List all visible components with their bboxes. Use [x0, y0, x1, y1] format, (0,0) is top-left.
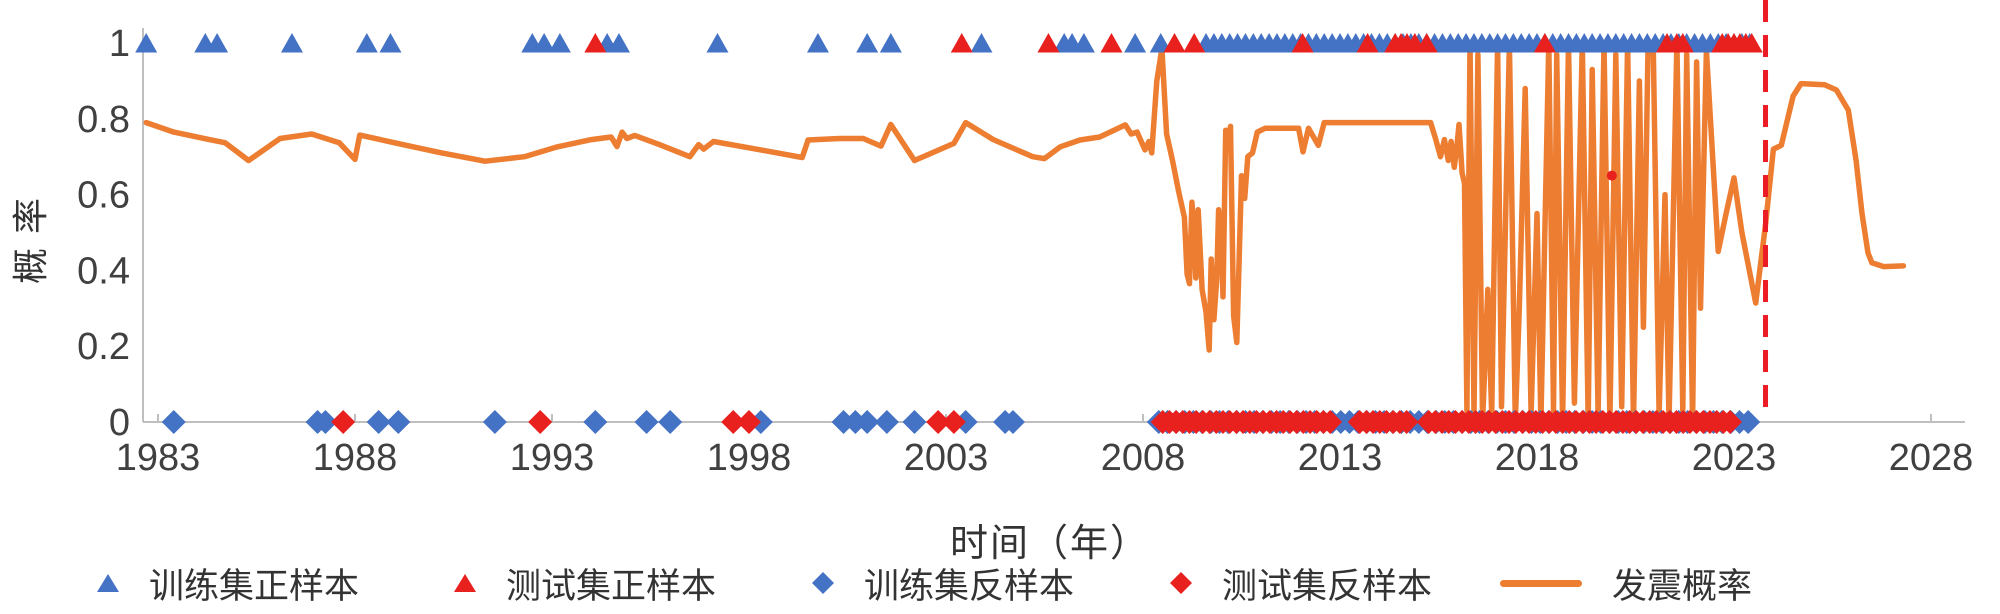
triangle-marker [607, 33, 630, 53]
triangle-marker [206, 33, 229, 53]
series-diamonds-3 [331, 410, 1743, 434]
diamond-marker [583, 410, 608, 434]
x-tick-label: 2018 [1495, 437, 1580, 479]
triangle-marker [879, 33, 902, 53]
diamond-marker [1318, 410, 1343, 434]
triangle-marker [1740, 33, 1763, 53]
triangle-marker [1183, 33, 1206, 53]
legend-item-1: 训练集正样本 [95, 560, 359, 606]
y-axis-title: 概率 [10, 184, 51, 285]
red-dot-marker [1606, 170, 1617, 181]
diamond-marker [1736, 410, 1761, 434]
triangle-marker [135, 33, 158, 53]
triangle-marker [1037, 33, 1060, 53]
series-triangles-0 [135, 33, 1761, 53]
triangle-marker [1291, 33, 1314, 53]
diamond-marker [366, 410, 391, 434]
diamond-marker [386, 410, 411, 434]
x-tick-label: 2008 [1101, 437, 1186, 479]
diamond-marker [737, 410, 761, 434]
triangle-marker [856, 33, 879, 53]
diamond-marker [528, 410, 553, 434]
diamond-marker [855, 410, 880, 434]
triangle-marker [806, 33, 829, 53]
diamond-marker [313, 410, 338, 434]
triangle-marker [950, 33, 973, 53]
triangle-marker [1671, 33, 1694, 53]
y-tick-label: 1 [109, 23, 130, 65]
legend-label: 训练集正样本 [149, 566, 360, 606]
diamond-marker [1718, 410, 1743, 434]
triangle-marker [1072, 33, 1095, 53]
diamond-marker [1394, 410, 1419, 434]
legend-line-swatch [1500, 580, 1582, 587]
legend-item-5: 发震概率 [1498, 560, 1752, 606]
legend-label: 训练集反样本 [864, 566, 1075, 606]
legend-item-2: 测试集正样本 [452, 560, 716, 606]
triangle-marker [706, 33, 729, 53]
triangle-marker [355, 33, 378, 53]
diamond-marker [331, 410, 356, 434]
legend-diamond-icon [1170, 572, 1192, 594]
diamond-marker [721, 410, 746, 434]
diamond-marker [874, 410, 899, 434]
triangle-marker [1163, 33, 1186, 53]
probability-line [143, 40, 1907, 425]
y-tick-label: 0.2 [77, 326, 130, 368]
diamond-marker [482, 410, 507, 434]
triangle-marker [1100, 33, 1123, 53]
y-tick-label: 0.6 [77, 175, 130, 217]
legend-triangle-icon [97, 574, 119, 592]
legend-item-4: 测试集反样本 [1168, 560, 1432, 606]
triangle-marker [1124, 33, 1147, 53]
diamond-marker [634, 410, 659, 434]
x-tick-label: 2028 [1889, 437, 1974, 479]
triangle-marker [379, 33, 402, 53]
legend-item-3: 训练集反样本 [810, 560, 1074, 606]
series-triangles-1 [584, 33, 1763, 53]
x-tick-label: 2003 [904, 437, 989, 479]
legend-label: 测试集正样本 [506, 566, 717, 606]
y-tick-label: 0.8 [77, 99, 130, 141]
triangle-marker [1533, 33, 1556, 53]
legend: 训练集正样本 测试集正样本 训练集反样本 测试集反样本 发震概率 [0, 560, 2000, 606]
x-axis-title: 时间（年） [949, 523, 1150, 565]
triangle-marker [584, 33, 607, 53]
x-tick-label: 1988 [313, 437, 398, 479]
legend-label: 测试集反样本 [1222, 566, 1433, 606]
triangle-marker [280, 33, 303, 53]
triangle-marker [1415, 33, 1438, 53]
x-tick-label: 2013 [1298, 437, 1383, 479]
x-tick-label: 1998 [707, 437, 792, 479]
diamond-marker [941, 410, 966, 434]
diamond-marker [658, 410, 683, 434]
y-tick-label: 0 [109, 402, 130, 444]
x-tick-label: 2023 [1692, 437, 1777, 479]
legend-label: 发震概率 [1612, 566, 1753, 606]
triangle-marker [533, 33, 556, 53]
diamond-marker [161, 410, 186, 434]
triangle-marker [970, 33, 993, 53]
x-tick-label: 1993 [510, 437, 595, 479]
triangle-marker [548, 33, 571, 53]
legend-diamond-icon [812, 572, 834, 594]
x-tick-label: 1983 [116, 437, 201, 479]
y-tick-label: 0.4 [77, 250, 130, 292]
diamond-marker [1000, 410, 1025, 434]
diamond-marker [902, 410, 927, 434]
diamond-marker [926, 410, 951, 434]
legend-triangle-icon [454, 574, 476, 592]
triangle-marker [1356, 33, 1379, 53]
triangle-marker [1149, 33, 1172, 53]
